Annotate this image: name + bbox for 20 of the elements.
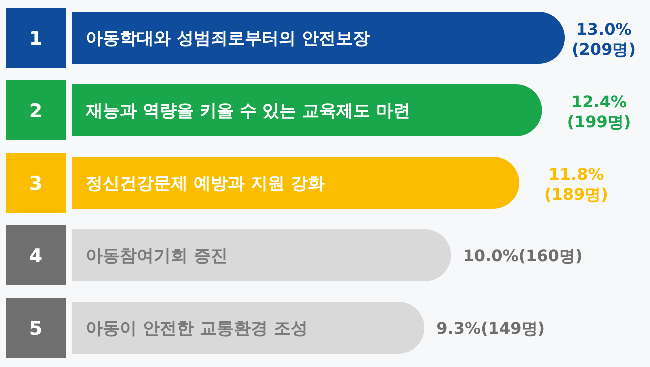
bar	[72, 302, 425, 354]
y-tick-label: 정신건강문제 예방과 지원 강화	[86, 174, 325, 194]
data-label: 9.3%(149명)	[436, 319, 546, 338]
data-label: 13.0%(209명)	[572, 20, 636, 59]
text: 4	[29, 246, 43, 268]
text: 2	[29, 100, 43, 122]
bar	[72, 84, 542, 136]
y-tick-label: 아동참여기회 증진	[86, 246, 228, 266]
y-tick-label: 아동학대와 성범죄로부터의 안전보장	[86, 29, 370, 49]
bar	[72, 12, 565, 64]
bar	[72, 230, 452, 282]
y-tick-label: 재능과 역량을 키울 수 있는 교육제도 마련	[85, 102, 411, 122]
text: 5	[29, 318, 43, 340]
text: 3	[29, 173, 43, 195]
data-label: 12.4%(199명)	[567, 92, 632, 132]
text: 1	[29, 28, 43, 50]
y-tick-label: 아동이 안전한 교통환경 조성	[86, 319, 308, 339]
data-label: 11.8%(189명)	[544, 165, 609, 204]
bar	[72, 157, 520, 209]
data-label: 10.0%(160명)	[463, 246, 583, 266]
